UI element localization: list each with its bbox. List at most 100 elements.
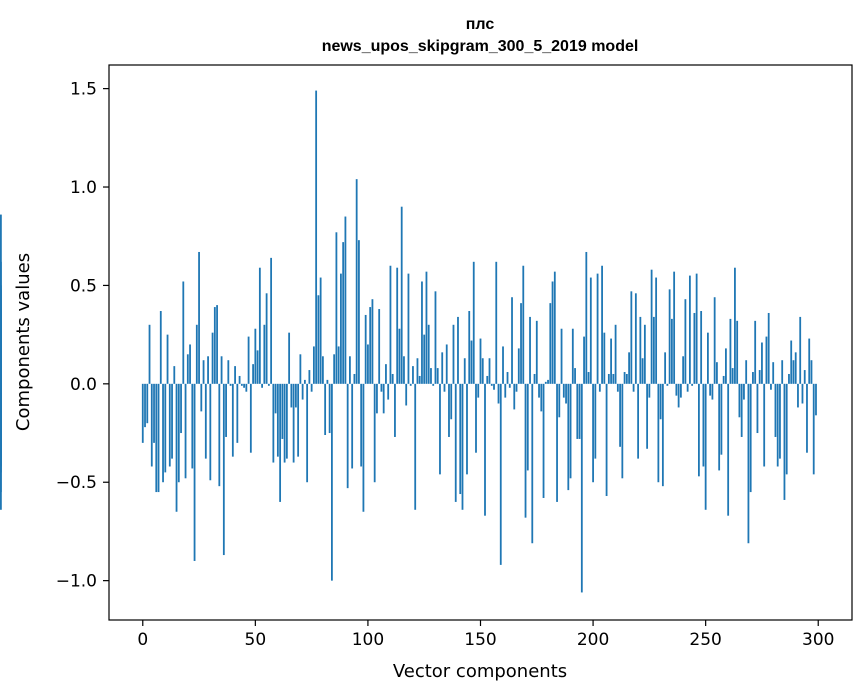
bar — [243, 383, 245, 388]
bar — [421, 281, 423, 384]
bar — [387, 383, 390, 400]
x-tick-label: 300 — [802, 630, 834, 650]
bar — [736, 320, 739, 384]
bar — [497, 383, 500, 404]
bar — [394, 383, 396, 437]
bar — [303, 379, 306, 384]
bar — [146, 383, 149, 424]
bar — [657, 383, 660, 483]
bar — [312, 346, 315, 384]
bar — [267, 383, 270, 386]
chart-title-line1: плс — [466, 16, 495, 33]
bar — [729, 318, 732, 384]
bar — [675, 383, 678, 396]
bar — [707, 332, 709, 384]
bar — [693, 312, 696, 384]
bar — [389, 265, 392, 384]
bar — [650, 269, 653, 384]
bar — [231, 383, 234, 457]
bar — [646, 383, 649, 449]
bar — [252, 364, 254, 384]
bar — [310, 383, 313, 392]
bar — [686, 383, 689, 392]
bar — [186, 354, 189, 384]
bar — [270, 257, 273, 384]
bar — [580, 383, 583, 593]
bar — [441, 352, 444, 384]
x-tick-label: 150 — [464, 630, 496, 650]
bar — [0, 285, 2, 384]
bar — [801, 383, 804, 404]
bar — [585, 251, 588, 384]
bar — [448, 383, 450, 437]
bar — [538, 383, 540, 398]
bar — [333, 354, 336, 384]
bar — [720, 383, 723, 455]
bar — [785, 383, 788, 475]
bar — [502, 346, 504, 384]
bar — [191, 383, 194, 469]
bar — [506, 372, 509, 384]
bar — [569, 383, 572, 479]
bar — [806, 383, 808, 453]
x-tick-label: 50 — [245, 630, 267, 650]
bar — [589, 277, 592, 384]
bar — [797, 383, 799, 408]
bar — [202, 360, 205, 384]
bar — [265, 293, 268, 384]
bar — [781, 360, 784, 384]
bar — [603, 332, 606, 384]
bar — [227, 360, 230, 384]
bar — [432, 383, 435, 386]
bars-group — [0, 90, 817, 593]
bar — [596, 273, 599, 384]
bar — [574, 368, 576, 384]
y-tick-label: −0.5 — [56, 473, 97, 493]
bar — [799, 316, 802, 384]
bar — [756, 383, 759, 434]
bar — [281, 383, 284, 439]
bar — [328, 383, 331, 434]
bar — [349, 356, 351, 384]
bar — [443, 383, 446, 392]
bar — [578, 383, 581, 439]
bar — [153, 383, 155, 443]
bar — [607, 373, 610, 384]
bar — [150, 383, 153, 467]
y-tick-label: 1.5 — [70, 80, 97, 100]
bar — [488, 358, 491, 384]
bar — [0, 383, 2, 465]
bar — [779, 383, 781, 459]
bar — [213, 307, 216, 384]
bar — [308, 370, 311, 384]
x-tick-label: 0 — [137, 630, 148, 650]
bar — [743, 383, 745, 400]
bar — [195, 324, 198, 384]
bar — [551, 281, 554, 384]
bar — [346, 383, 349, 489]
bar — [637, 383, 640, 459]
bar — [376, 383, 378, 414]
bar — [758, 370, 761, 384]
bar — [166, 334, 169, 384]
bar — [434, 291, 437, 384]
bar — [745, 360, 748, 384]
bar — [533, 373, 536, 384]
bar — [171, 383, 173, 459]
bar — [767, 312, 770, 384]
bar — [418, 375, 421, 384]
bar — [716, 362, 718, 384]
bar — [700, 311, 703, 384]
bar — [288, 332, 291, 384]
bar — [414, 383, 417, 510]
bar — [297, 383, 300, 457]
bar — [245, 383, 248, 392]
bar — [553, 271, 556, 384]
bar — [155, 383, 158, 493]
bar — [558, 383, 561, 418]
bar — [220, 356, 223, 384]
bar — [565, 383, 567, 404]
bar — [634, 293, 637, 384]
bar — [499, 383, 502, 565]
bar — [661, 383, 664, 487]
